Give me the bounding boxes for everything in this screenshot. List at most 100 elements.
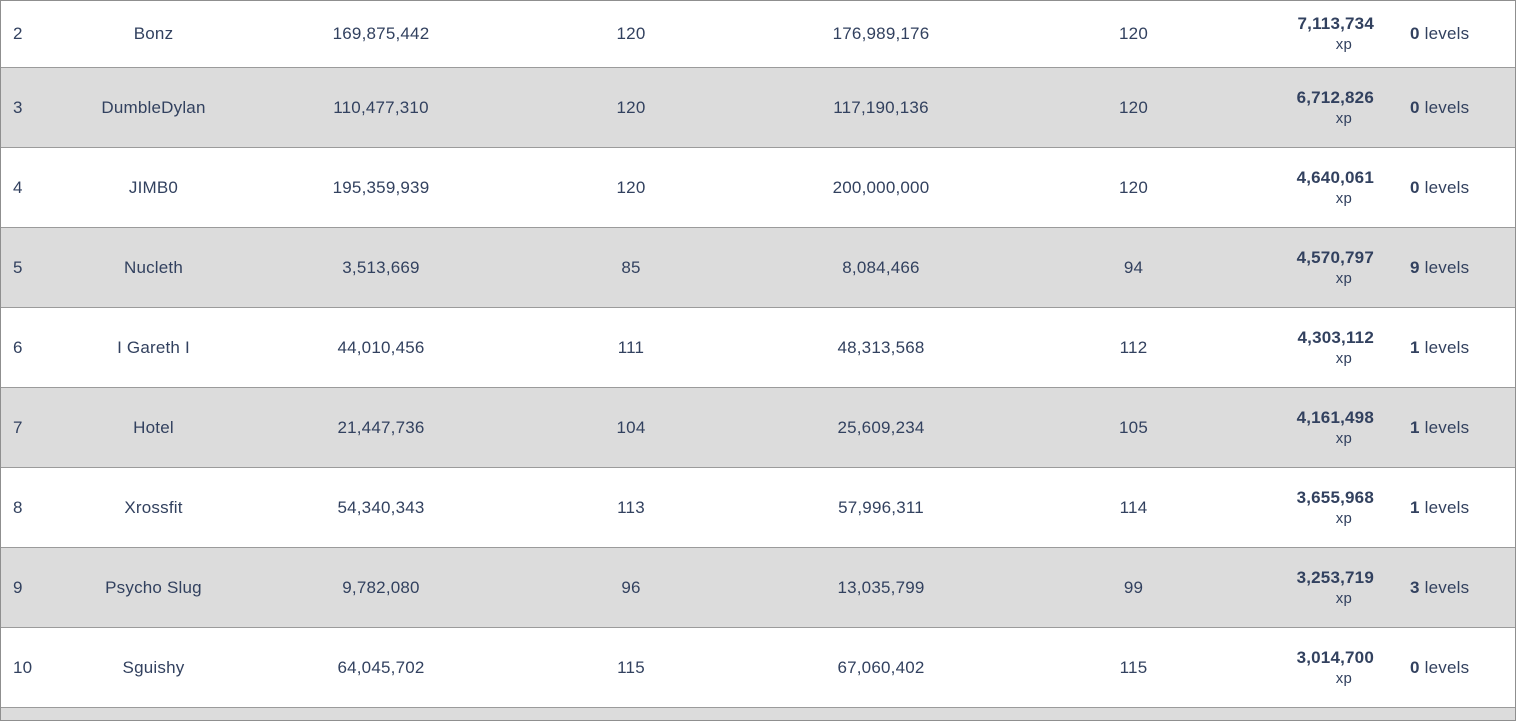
- gained-levels-cell: 9 levels: [1386, 258, 1515, 278]
- gained-levels-cell: 3 levels: [1386, 578, 1515, 598]
- table-body: 2 Bonz 169,875,442 120 176,989,176 120 7…: [1, 1, 1515, 707]
- gained-xp-cell: 4,303,112 xp: [1251, 327, 1386, 369]
- levels-suffix-label: levels: [1424, 97, 1470, 117]
- start-xp-cell: 64,045,702: [337, 657, 425, 677]
- levels-suffix-label: levels: [1424, 177, 1470, 197]
- start-xp-cell: 44,010,456: [337, 337, 425, 357]
- levels-suffix-label: levels: [1424, 257, 1470, 277]
- end-level-cell: 114: [1119, 497, 1148, 517]
- gained-xp-cell: 6,712,826 xp: [1251, 87, 1386, 129]
- gained-xp-value: 4,570,797: [1296, 247, 1374, 267]
- end-level-cell: 120: [1119, 97, 1148, 117]
- start-xp-cell: 21,447,736: [337, 417, 425, 437]
- start-xp-cell: 195,359,939: [332, 177, 430, 197]
- rank-cell: 3: [13, 97, 23, 117]
- table-row: 5 Nucleth 3,513,669 85 8,084,466 94 4,57…: [1, 227, 1515, 307]
- rank-cell: 4: [13, 177, 23, 197]
- gained-levels-value: 0: [1410, 657, 1420, 677]
- player-name[interactable]: DumbleDylan: [101, 97, 206, 117]
- table-row: 10 Sguishy 64,045,702 115 67,060,402 115…: [1, 627, 1515, 707]
- gained-xp-cell: 3,014,700 xp: [1251, 647, 1386, 689]
- gained-levels-value: 3: [1410, 577, 1420, 597]
- xp-suffix-label: xp: [1335, 109, 1352, 127]
- gained-xp-cell: 7,113,734 xp: [1251, 13, 1386, 55]
- end-xp-cell: 13,035,799: [837, 577, 925, 597]
- gained-levels-cell: 1 levels: [1386, 498, 1515, 518]
- gained-levels-value: 9: [1410, 257, 1420, 277]
- start-xp-cell: 110,477,310: [333, 97, 429, 117]
- end-level-cell: 120: [1119, 177, 1148, 197]
- xp-suffix-label: xp: [1335, 189, 1352, 207]
- table-row-partial: [1, 707, 1515, 720]
- end-level-cell: 112: [1119, 337, 1148, 357]
- gained-levels-cell: 0 levels: [1386, 658, 1515, 678]
- table-row: 2 Bonz 169,875,442 120 176,989,176 120 7…: [1, 1, 1515, 67]
- xp-suffix-label: xp: [1335, 509, 1352, 527]
- levels-suffix-label: levels: [1424, 24, 1470, 43]
- gained-xp-value: 7,113,734: [1297, 14, 1374, 34]
- gained-xp-cell: 3,253,719 xp: [1251, 567, 1386, 609]
- gained-xp-cell: 4,640,061 xp: [1251, 167, 1386, 209]
- gained-levels-value: 0: [1410, 97, 1420, 117]
- start-xp-cell: 3,513,669: [342, 257, 420, 277]
- gained-levels-cell: 1 levels: [1386, 338, 1515, 358]
- player-name[interactable]: JIMB0: [128, 177, 179, 197]
- rank-cell: 5: [13, 257, 23, 277]
- gained-levels-value: 1: [1410, 417, 1420, 437]
- start-xp-cell: 169,875,442: [332, 24, 430, 43]
- start-xp-cell: 54,340,343: [337, 497, 425, 517]
- end-xp-cell: 57,996,311: [838, 497, 924, 517]
- gained-xp-value: 3,655,968: [1296, 487, 1374, 507]
- rank-cell: 6: [13, 337, 23, 357]
- start-level-cell: 115: [617, 657, 645, 677]
- end-level-cell: 99: [1123, 577, 1144, 597]
- levels-suffix-label: levels: [1424, 417, 1470, 437]
- player-name[interactable]: Psycho Slug: [105, 577, 202, 597]
- player-name[interactable]: Nucleth: [123, 257, 184, 277]
- start-level-cell: 120: [616, 177, 646, 197]
- gained-xp-value: 4,640,061: [1296, 167, 1374, 187]
- table-row: 7 Hotel 21,447,736 104 25,609,234 105 4,…: [1, 387, 1515, 467]
- gained-xp-cell: 3,655,968 xp: [1251, 487, 1386, 529]
- gained-levels-value: 1: [1410, 497, 1420, 517]
- start-level-cell: 96: [621, 577, 641, 597]
- player-name[interactable]: Hotel: [133, 417, 174, 437]
- player-name[interactable]: I Gareth I: [117, 337, 190, 357]
- start-level-cell: 104: [616, 417, 646, 437]
- xp-suffix-label: xp: [1335, 589, 1352, 607]
- gained-xp-value: 3,014,700: [1296, 647, 1374, 667]
- xp-suffix-label: xp: [1335, 669, 1352, 687]
- end-level-cell: 94: [1123, 257, 1144, 277]
- end-xp-cell: 48,313,568: [837, 337, 925, 357]
- table-row: 4 JIMB0 195,359,939 120 200,000,000 120 …: [1, 147, 1515, 227]
- start-level-cell: 120: [616, 97, 646, 117]
- start-level-cell: 120: [616, 24, 646, 43]
- end-xp-cell: 25,609,234: [837, 417, 925, 437]
- end-xp-cell: 176,989,176: [832, 24, 930, 43]
- gained-levels-cell: 0 levels: [1386, 178, 1515, 198]
- xp-suffix-label: xp: [1335, 36, 1352, 54]
- end-xp-cell: 117,190,136: [833, 97, 929, 117]
- end-xp-cell: 200,000,000: [832, 177, 930, 197]
- rank-cell: 2: [13, 24, 23, 43]
- start-level-cell: 113: [617, 497, 645, 517]
- player-name[interactable]: Xrossfit: [124, 497, 183, 517]
- gained-levels-cell: 0 levels: [1386, 98, 1515, 118]
- levels-suffix-label: levels: [1424, 337, 1470, 357]
- gained-xp-cell: 4,161,498 xp: [1251, 407, 1386, 449]
- rank-cell: 7: [13, 417, 23, 437]
- player-name[interactable]: Bonz: [133, 24, 174, 43]
- table-row: 3 DumbleDylan 110,477,310 120 117,190,13…: [1, 67, 1515, 147]
- xp-suffix-label: xp: [1335, 349, 1352, 367]
- gained-xp-value: 4,161,498: [1296, 407, 1374, 427]
- gained-levels-value: 0: [1410, 177, 1420, 197]
- levels-suffix-label: levels: [1424, 577, 1470, 597]
- end-level-cell: 115: [1119, 657, 1148, 677]
- start-level-cell: 111: [617, 337, 645, 357]
- start-xp-cell: 9,782,080: [342, 577, 420, 597]
- table-row: 8 Xrossfit 54,340,343 113 57,996,311 114…: [1, 467, 1515, 547]
- levels-suffix-label: levels: [1424, 497, 1470, 517]
- end-level-cell: 105: [1119, 417, 1148, 437]
- player-name[interactable]: Sguishy: [122, 657, 185, 677]
